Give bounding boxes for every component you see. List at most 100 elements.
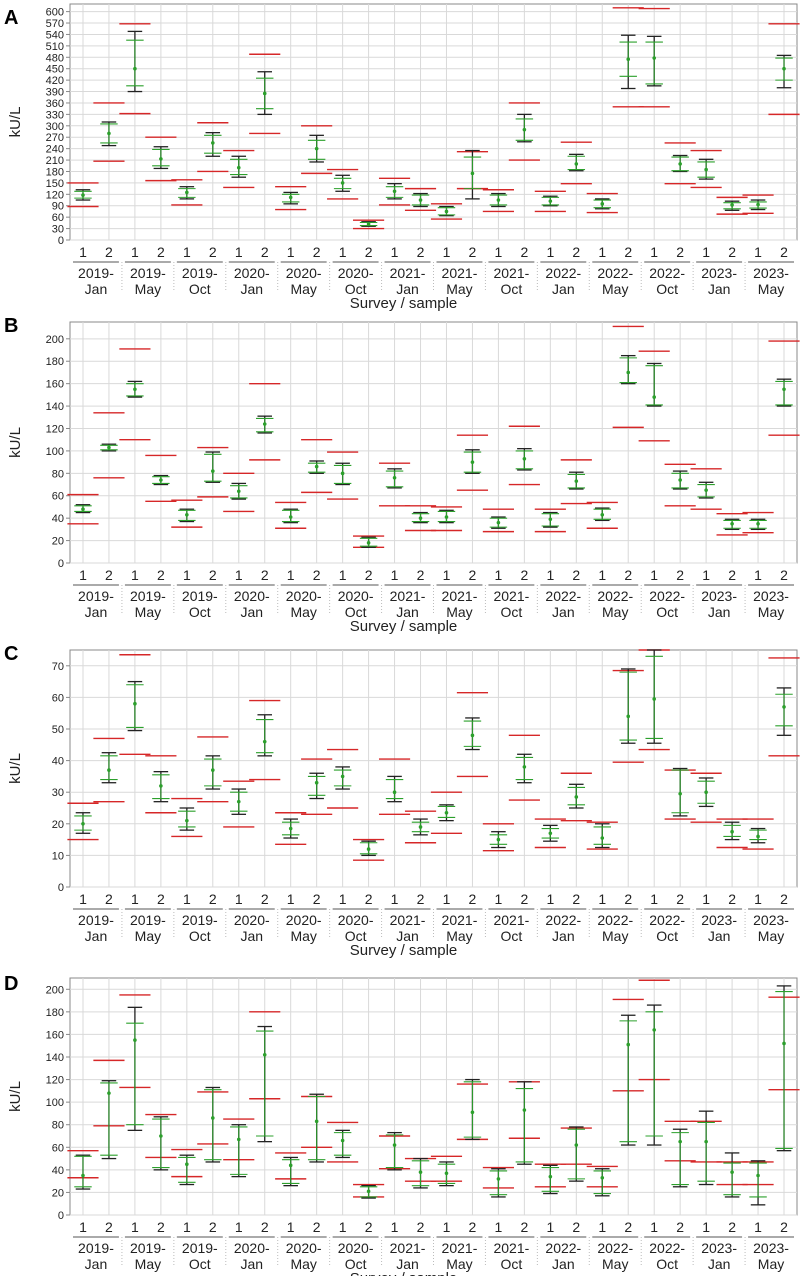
- mean-point: [159, 784, 163, 788]
- mean-point: [211, 141, 215, 145]
- y-tick-label: 180: [46, 1007, 64, 1019]
- x-group-label: May: [758, 604, 784, 620]
- x-sample-label: 1: [391, 567, 399, 583]
- x-sample-label: 2: [261, 1219, 269, 1235]
- mean-point: [470, 171, 475, 176]
- mean-point: [366, 222, 371, 226]
- x-sample-label: 1: [443, 244, 451, 260]
- x-sample-label: 2: [261, 244, 269, 260]
- x-group-label: 2021-: [390, 912, 426, 928]
- panel-a: A 030609012015018021024027030033036039042…: [4, 3, 800, 312]
- x-group-label: Jan: [396, 1256, 419, 1272]
- x-sample-label: 1: [754, 891, 762, 907]
- mean-point: [522, 1108, 527, 1112]
- mean-point: [548, 199, 553, 203]
- x-sample-label: 2: [572, 244, 580, 260]
- x-group-label: 2020-: [338, 588, 374, 604]
- x-group-label: 2021-: [493, 912, 529, 928]
- x-sample-label: 2: [520, 567, 528, 583]
- plot-area: [69, 321, 798, 564]
- mean-point: [107, 1091, 111, 1095]
- plot-area: [69, 649, 798, 888]
- x-group-label: 2023-: [753, 1240, 789, 1256]
- x-sample-label: 2: [417, 244, 425, 260]
- mean-point: [522, 765, 527, 769]
- x-group-label: May: [290, 928, 316, 944]
- mean-point: [236, 1137, 241, 1142]
- x-group-label: Jan: [240, 281, 263, 297]
- y-tick-label: 120: [46, 1075, 64, 1087]
- mean-point: [652, 395, 656, 399]
- x-sample-label: 2: [520, 891, 528, 907]
- mean-point: [107, 131, 111, 136]
- y-tick-label: 80: [52, 468, 64, 480]
- y-tick-label: 390: [46, 87, 64, 99]
- mean-point: [314, 780, 319, 785]
- mean-point: [185, 1162, 189, 1167]
- x-sample-label: 2: [624, 567, 632, 583]
- x-sample-label: 2: [105, 891, 113, 907]
- x-group-label: Jan: [240, 1256, 263, 1272]
- x-sample-label: 2: [469, 1219, 477, 1235]
- y-tick-label: 540: [46, 29, 64, 41]
- x-sample-label: 1: [598, 244, 606, 260]
- x-group-label: May: [290, 604, 316, 620]
- x-group-label: May: [290, 281, 316, 297]
- x-group-label: 2021-: [390, 588, 426, 604]
- x-group-label: 2020-: [286, 588, 322, 604]
- mean-point: [444, 810, 449, 815]
- y-tick-label: 40: [52, 513, 64, 525]
- x-sample-label: 2: [520, 1219, 528, 1235]
- mean-point: [288, 1163, 293, 1168]
- y-tick-label: 150: [46, 178, 64, 190]
- x-group-label: 2019-: [130, 912, 166, 928]
- x-sample-label: 2: [209, 244, 217, 260]
- mean-point: [107, 768, 111, 772]
- y-tick-label: 160: [46, 1029, 64, 1041]
- x-group-label: 2019-: [182, 1240, 218, 1256]
- mean-point: [392, 790, 397, 794]
- x-sample-label: 1: [287, 1219, 295, 1235]
- x-group-label: May: [602, 281, 628, 297]
- y-tick-label: 40: [52, 1165, 64, 1177]
- mean-point: [159, 157, 163, 161]
- x-group-label: 2023-: [753, 588, 789, 604]
- x-sample-label: 1: [391, 1219, 399, 1235]
- mean-point: [626, 1042, 631, 1047]
- x-sample-label: 1: [339, 244, 347, 260]
- x-group-label: 2020-: [234, 588, 270, 604]
- x-sample-label: 1: [79, 891, 87, 907]
- y-tick-label: 30: [52, 224, 64, 236]
- x-sample-label: 1: [443, 891, 451, 907]
- y-tick-label: 40: [52, 756, 64, 768]
- x-group-label: Oct: [656, 928, 678, 944]
- x-group-label: 2022-: [597, 1240, 633, 1256]
- y-tick-label: 10: [52, 850, 64, 862]
- mean-point: [444, 1171, 449, 1176]
- x-sample-label: 2: [676, 891, 684, 907]
- mean-point: [444, 515, 449, 519]
- y-tick-label: 0: [58, 882, 64, 894]
- x-sample-label: 1: [598, 891, 606, 907]
- y-tick-label: 50: [52, 724, 64, 736]
- y-tick-label: 120: [46, 423, 64, 435]
- x-group-label: Oct: [501, 1256, 523, 1272]
- mean-point: [548, 831, 553, 836]
- y-tick-label: 60: [52, 212, 64, 224]
- mean-point: [314, 1119, 319, 1124]
- x-sample-label: 1: [495, 567, 503, 583]
- x-group-label: Jan: [85, 281, 108, 297]
- mean-point: [262, 91, 267, 96]
- x-sample-label: 1: [183, 244, 191, 260]
- x-group-label: Jan: [552, 604, 575, 620]
- x-sample-label: 1: [183, 1219, 191, 1235]
- x-sample-label: 2: [728, 244, 736, 260]
- x-group-label: 2021-: [493, 1240, 529, 1256]
- mean-point: [444, 209, 449, 214]
- mean-point: [600, 202, 605, 206]
- y-tick-label: 270: [46, 132, 64, 144]
- x-group-label: Oct: [656, 604, 678, 620]
- y-tick-label: 300: [46, 121, 64, 133]
- mean-point: [756, 1173, 760, 1178]
- x-group-label: 2019-: [182, 265, 218, 281]
